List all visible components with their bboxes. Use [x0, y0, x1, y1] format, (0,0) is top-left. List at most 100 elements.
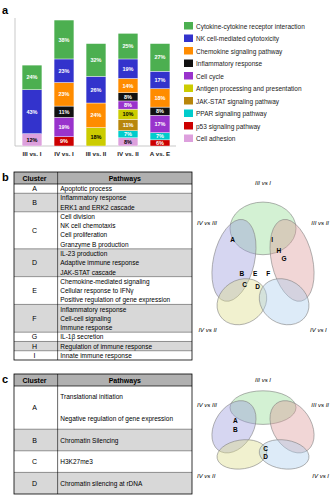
table-row-line [14, 472, 192, 473]
table-cluster: I [33, 352, 35, 359]
bar-segment [86, 76, 106, 103]
legend-swatch [184, 22, 193, 30]
x-tick-label: III vs. I [23, 150, 42, 157]
table-row-bg [14, 351, 192, 360]
table-border [14, 374, 192, 494]
table-header-line [14, 386, 192, 387]
table-row-bg [14, 332, 192, 341]
data-label: 17% [154, 121, 165, 127]
table-row-bg [14, 429, 192, 451]
venn-region-label: A [233, 417, 238, 424]
venn-region-label: B [240, 270, 245, 277]
data-label: 23% [58, 68, 69, 74]
data-label: 6% [156, 140, 164, 146]
bar-segment [118, 119, 138, 130]
table: ClusterPathwaysATranslational initiation… [14, 374, 192, 494]
legend-swatch [184, 72, 193, 80]
bar-segment [86, 44, 106, 77]
legend-label: JAK-STAT signaling pathway [196, 98, 280, 106]
table: ClusterPathwaysAApoptotic processBInflam… [14, 172, 192, 360]
table-header: Pathways [109, 175, 141, 183]
legend-label: NK cell-mediated cytotoxicity [196, 35, 280, 43]
bar-segment [54, 117, 74, 136]
venn-region-label: I [271, 236, 273, 243]
bar-segment [22, 90, 42, 134]
bar-segment [54, 106, 74, 117]
data-label: 7% [156, 133, 164, 139]
data-label: 19% [58, 124, 69, 130]
legend-swatch [184, 47, 193, 55]
venn-set-label: III vs II [311, 220, 329, 226]
y-axis-line [15, 18, 16, 146]
table-pathway: IL-23 production [60, 250, 107, 258]
table-pathway: Chemokine-mediated signaling [60, 278, 150, 286]
bar-segment [150, 140, 170, 146]
x-tick-label: III vs. II [86, 150, 107, 157]
table-header: Cluster [22, 175, 46, 182]
bar-segment [150, 107, 170, 115]
table-pathway: Cell division [60, 213, 95, 220]
table-pathway: Immune response [60, 324, 112, 332]
panel-label: c [2, 373, 8, 385]
venn-set-label: IV vs I [312, 473, 329, 479]
data-label: 14% [122, 83, 133, 89]
venn-region-label: B [233, 426, 238, 433]
venn-set-label: IV vs III [197, 402, 217, 408]
venn-region-label: H [276, 247, 281, 254]
venn-region-label: C [263, 445, 268, 452]
table-row-line [14, 193, 192, 194]
table-header-bg [14, 172, 192, 184]
bar-segment [22, 65, 42, 90]
legend-label: Antigen processing and presentation [196, 85, 302, 93]
data-labels: 12%8%9%6%7%7%11%18%10%19%8%17%11%8%8%23%… [26, 37, 165, 146]
table-lines [14, 429, 192, 472]
venn-region-label: C [242, 281, 247, 288]
venn-region-label: D [263, 453, 268, 460]
bar-segment [54, 59, 74, 83]
table-cluster: B [32, 199, 37, 206]
bar-segment [22, 134, 42, 146]
table-cluster: D [32, 259, 37, 266]
table-row-line [14, 332, 192, 333]
data-label: 24% [90, 112, 101, 118]
table-pathway: Granzyme B production [60, 241, 129, 249]
panel-label: b [2, 171, 9, 183]
table-pathway: NK cell chemotaxis [60, 222, 116, 229]
table-column-line [57, 374, 58, 494]
legend-swatch [184, 135, 193, 143]
bar-segment [118, 93, 138, 101]
table-row-line [14, 341, 192, 342]
table-header-line [14, 184, 192, 185]
table-pathway: IL-1β secretion [60, 333, 104, 341]
table-pathway: H3K27me3 [60, 458, 93, 465]
data-label: 10% [122, 111, 133, 117]
table-pathway: Cell proliferation [60, 231, 107, 239]
bar-segment [118, 101, 138, 109]
table-pathway: Adaptive immune response [60, 259, 139, 267]
legend-label: Inflammatory response [196, 60, 262, 68]
venn-region-label: D [255, 283, 260, 290]
table-pathway: Inflammatory response [60, 194, 126, 202]
data-label: 23% [58, 91, 69, 97]
legend-swatch [184, 122, 193, 130]
table-cluster: B [32, 437, 37, 444]
venn-set-label: III vs I [255, 180, 271, 186]
table-pathway: Cell-cell signaling [60, 315, 111, 323]
bar-segment [118, 59, 138, 78]
table-row-line [14, 429, 192, 430]
table-pathway: Positive regulation of gene expression [60, 296, 170, 304]
x-tick-label: IV vs. I [54, 150, 74, 157]
legend-label: Cytokine-cytokine receptor interaction [196, 23, 305, 31]
table-row-bg [14, 184, 192, 193]
data-label: 8% [124, 102, 132, 108]
data-label: 26% [90, 87, 101, 93]
table-header: Cluster [22, 377, 46, 384]
bar-segment [118, 78, 138, 92]
panel-label: a [2, 4, 9, 16]
bar-segment [54, 137, 74, 146]
table-row-bg [14, 193, 192, 212]
x-tick-label: IV vs. II [117, 150, 139, 157]
data-label: 38% [58, 37, 69, 43]
table-row-bg [14, 212, 192, 249]
data-label: 24% [26, 74, 37, 80]
